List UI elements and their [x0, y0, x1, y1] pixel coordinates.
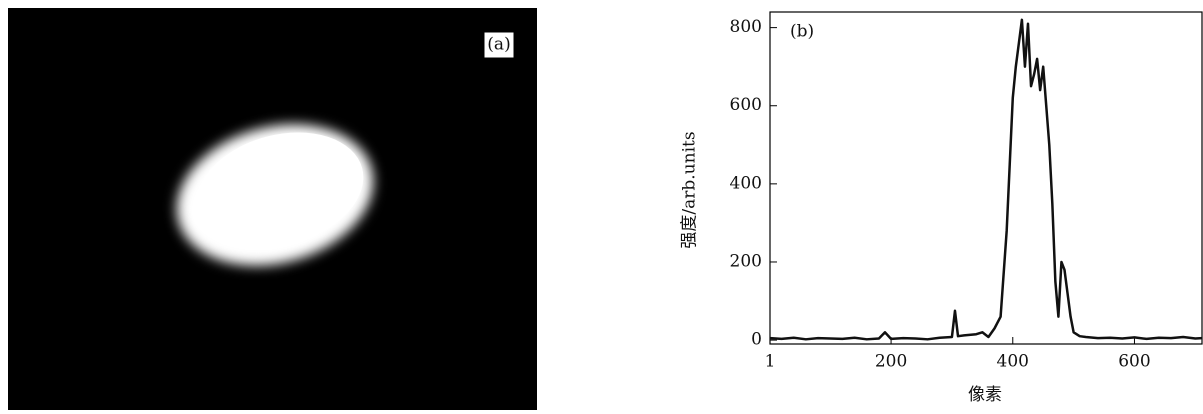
plot-frame: [769, 11, 1203, 345]
panel-b: (b) 像素 强度/arb.units 0 200 400 600 800 1 200 400…: [680, 11, 1203, 405]
bright-core: [196, 132, 364, 248]
panel-a: (a): [8, 8, 537, 410]
y-tick-label: 600: [730, 95, 762, 115]
data-line: [769, 18, 1203, 341]
y-tick-label: 0: [751, 330, 762, 350]
x-tick-label: 1: [765, 352, 776, 372]
y-tick-label: 400: [730, 173, 762, 193]
y-axis-label: 强度/arb.units: [680, 131, 700, 248]
x-tick-label: 200: [875, 352, 907, 372]
panel-label: (b): [790, 22, 814, 42]
x-axis-label: 像素: [968, 385, 1002, 405]
label-box: [483, 31, 515, 59]
y-tick-label: 800: [730, 17, 762, 37]
x-tick-label: 600: [1118, 352, 1150, 372]
x-tick-label: 400: [997, 352, 1029, 372]
panel-label: (a): [487, 35, 510, 55]
y-tick-label: 200: [730, 251, 762, 271]
